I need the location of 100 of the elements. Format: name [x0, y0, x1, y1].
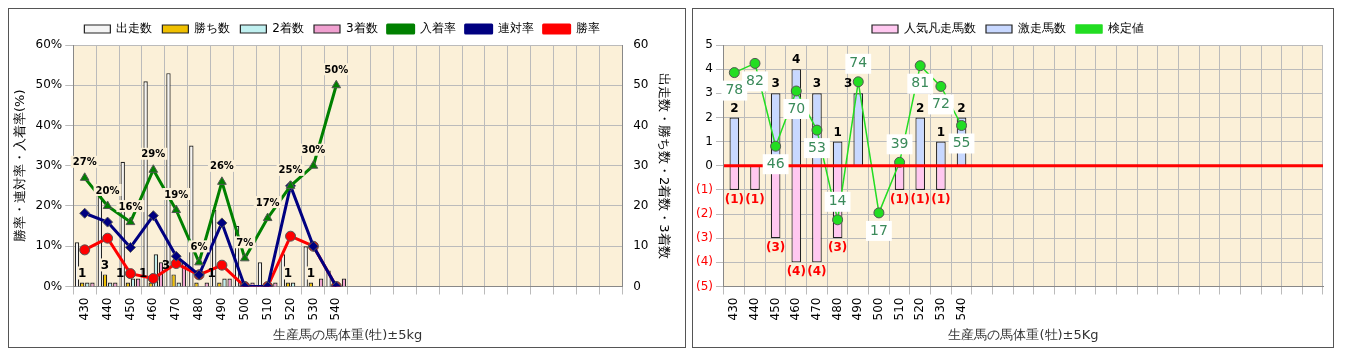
x-tick-label: 460 — [788, 297, 803, 321]
y-tick-label: 60% — [35, 37, 63, 52]
data-label: 78 — [725, 81, 744, 98]
y-tick-label: (2) — [696, 206, 713, 221]
data-label: (1) — [910, 192, 930, 207]
x-tick-label: 450 — [767, 297, 782, 321]
y2-tick-label: 40 — [633, 117, 649, 132]
data-label: 1 — [77, 265, 87, 280]
data-label: 1 — [306, 265, 315, 280]
x-tick-label: 480 — [829, 297, 844, 321]
y-tick-label: (3) — [696, 230, 713, 245]
y-tick-label: 4 — [705, 61, 713, 76]
data-label: (4) — [807, 264, 827, 279]
x-tick-label: 480 — [191, 297, 206, 321]
data-label: 14 — [828, 192, 847, 209]
data-label: 70 — [787, 99, 806, 116]
legend-label: 人気凡走馬数 — [904, 21, 976, 36]
data-label: (3) — [765, 240, 786, 255]
x-tick-label: 530 — [933, 297, 947, 321]
data-label: 7% — [236, 236, 254, 248]
data-label: 17% — [255, 196, 280, 208]
data-label: 17 — [870, 221, 888, 238]
x-tick-label: 540 — [953, 297, 968, 321]
data-label: 2 — [916, 100, 925, 115]
y-tick-label: 2 — [705, 109, 713, 124]
y-axis-title: 勝率・連対率・入着率(%) — [12, 89, 28, 242]
data-label: (1) — [745, 192, 765, 207]
y2-tick-label: 30 — [633, 157, 649, 172]
y2-tick-label: 20 — [633, 198, 649, 213]
legend-label: 連対率 — [497, 21, 534, 36]
y-tick-label: 1 — [705, 133, 713, 148]
y-tick-label: (1) — [696, 182, 713, 197]
x-axis-title: 生産馬の馬体重(牡)±5kg — [273, 326, 423, 342]
y-tick-label: 10% — [35, 238, 63, 253]
x-tick-label: 440 — [99, 297, 114, 321]
data-label: 4 — [792, 52, 801, 67]
data-label: (1) — [724, 192, 744, 207]
data-label: (4) — [786, 264, 806, 279]
x-tick-label: 430 — [76, 297, 91, 321]
data-label: 53 — [808, 138, 826, 155]
x-tick-label: 500 — [236, 297, 251, 321]
x-tick-label: 490 — [850, 297, 865, 321]
data-label: 6% — [190, 240, 208, 252]
y-tick-label: (4) — [696, 254, 713, 269]
data-label: 2 — [957, 100, 966, 115]
data-label: (1) — [931, 192, 951, 207]
data-label: 55 — [952, 134, 971, 151]
data-label: 1 — [936, 124, 946, 139]
data-label: 16% — [118, 200, 143, 212]
legend-label: 勝ち数 — [194, 21, 231, 36]
data-label: 26% — [209, 160, 234, 172]
data-label: 30% — [301, 144, 326, 156]
data-label: 1 — [283, 265, 293, 280]
x-tick-label: 520 — [912, 297, 927, 321]
x-tick-label: 470 — [168, 297, 183, 321]
data-label: (1) — [889, 192, 910, 207]
data-label: 74 — [849, 54, 868, 71]
legend-label: 3着数 — [346, 21, 378, 36]
data-label: 27% — [72, 156, 97, 168]
y-tick-label: 30% — [35, 157, 63, 172]
y-tick-label: 0% — [43, 278, 63, 293]
x-tick-label: 460 — [145, 297, 160, 321]
data-label: 81 — [911, 74, 930, 91]
data-label: 72 — [931, 95, 950, 112]
x-tick-label: 510 — [259, 297, 274, 321]
x-tick-label: 540 — [328, 297, 343, 321]
data-label: 39 — [890, 134, 909, 151]
x-tick-label: 520 — [282, 297, 297, 321]
y-tick-label: 0 — [705, 157, 713, 172]
x-tick-label: 490 — [214, 297, 229, 321]
x-tick-label: 450 — [122, 297, 137, 321]
y-tick-label: 5 — [705, 37, 713, 52]
y2-tick-label: 60 — [633, 37, 649, 52]
data-label: 82 — [746, 72, 764, 89]
data-label: 3 — [771, 76, 780, 91]
legend-label: 入着率 — [419, 21, 456, 36]
legend-label: 出走数 — [116, 21, 153, 36]
data-label: 3 — [100, 257, 110, 272]
data-label: 3 — [812, 76, 822, 91]
y-tick-label: 40% — [35, 117, 63, 132]
data-label: (3) — [827, 240, 848, 255]
y-tick-label: (5) — [696, 278, 713, 293]
y-tick-label: 3 — [705, 85, 713, 100]
x-tick-label: 510 — [891, 297, 906, 321]
data-label: 20% — [95, 184, 120, 196]
y-tick-label: 20% — [35, 198, 63, 213]
y2-tick-label: 0 — [633, 278, 641, 293]
legend-label: 検定値 — [1108, 21, 1144, 36]
data-label: 46 — [766, 154, 785, 171]
data-label: 29% — [141, 148, 166, 160]
x-axis-title: 生産馬の馬体重(牡)±5Kg — [948, 326, 1099, 342]
y2-axis-title: 出走数・勝ち数・2着数・3着数 — [656, 72, 672, 259]
x-tick-label: 430 — [726, 297, 741, 321]
y2-tick-label: 50 — [633, 77, 649, 92]
y-tick-label: 50% — [35, 77, 63, 92]
data-label: 25% — [278, 164, 303, 176]
y2-tick-label: 10 — [633, 238, 649, 253]
data-label: 3 — [843, 76, 853, 91]
data-label: 1 — [116, 265, 125, 280]
x-tick-label: 530 — [305, 297, 320, 321]
